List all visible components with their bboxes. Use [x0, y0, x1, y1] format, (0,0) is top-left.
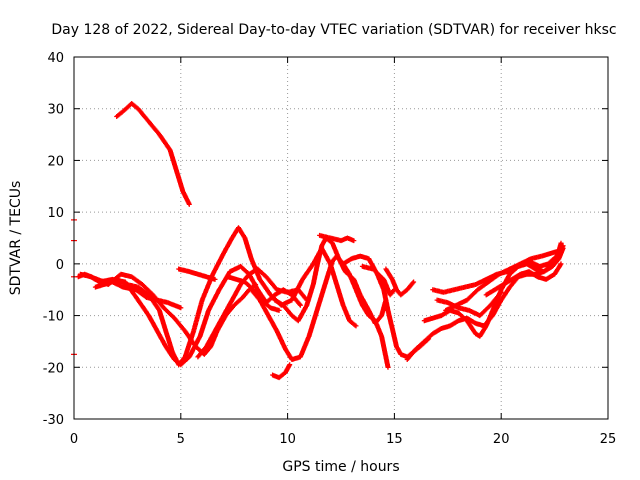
y-tick-label: 30 [47, 103, 64, 118]
data-layer [71, 101, 566, 381]
series-track-10 [270, 362, 293, 381]
y-tick-label: 10 [47, 206, 64, 221]
data-markers [359, 263, 397, 298]
x-axis-label: GPS time / hours [282, 459, 399, 475]
data-markers [195, 266, 310, 360]
x-tick-label: 15 [386, 432, 403, 447]
x-tick-label: 10 [279, 432, 296, 447]
series-track-11 [176, 266, 218, 282]
x-tick-label: 20 [493, 432, 510, 447]
y-tick-label: 40 [47, 51, 64, 66]
data-markers [317, 232, 357, 244]
series-track-1 [114, 101, 192, 207]
data-markers [270, 362, 293, 381]
y-tick-label: -10 [43, 310, 64, 325]
series-track-18 [443, 240, 564, 313]
grid-lines [74, 57, 608, 419]
data-markers [483, 261, 564, 298]
series-track-20 [434, 289, 504, 319]
y-axis-label: SDTVAR / TECUs [8, 181, 24, 296]
data-markers [443, 240, 564, 313]
chart-title: Day 128 of 2022, Sidereal Day-to-day VTE… [51, 22, 616, 38]
series-track-8 [272, 235, 389, 326]
series-track-5 [92, 279, 184, 311]
y-tick-label: -30 [43, 413, 64, 428]
data-markers [225, 274, 282, 313]
data-markers [434, 289, 504, 319]
axis-ticks: 0 5 10 15 20 25 -30 -20 -10 0 10 20 30 40 [43, 51, 617, 447]
series-track-12 [383, 266, 417, 298]
series-track-21 [225, 274, 282, 313]
data-markers [176, 266, 218, 282]
x-tick-label: 5 [177, 432, 185, 447]
y-tick-label: 20 [47, 154, 64, 169]
x-tick-label: 25 [600, 432, 617, 447]
x-tick-label: 0 [70, 432, 78, 447]
y-tick-label: 0 [56, 258, 64, 273]
data-markers [114, 101, 192, 207]
series-track-6 [195, 266, 310, 360]
data-markers [272, 235, 389, 326]
series-track-19 [483, 261, 564, 298]
plot-frame [73, 56, 609, 420]
y-tick-label: -20 [43, 361, 64, 376]
series-track-14 [317, 232, 357, 244]
series-track-13 [359, 263, 397, 298]
data-markers [92, 279, 184, 311]
data-markers [383, 266, 417, 298]
